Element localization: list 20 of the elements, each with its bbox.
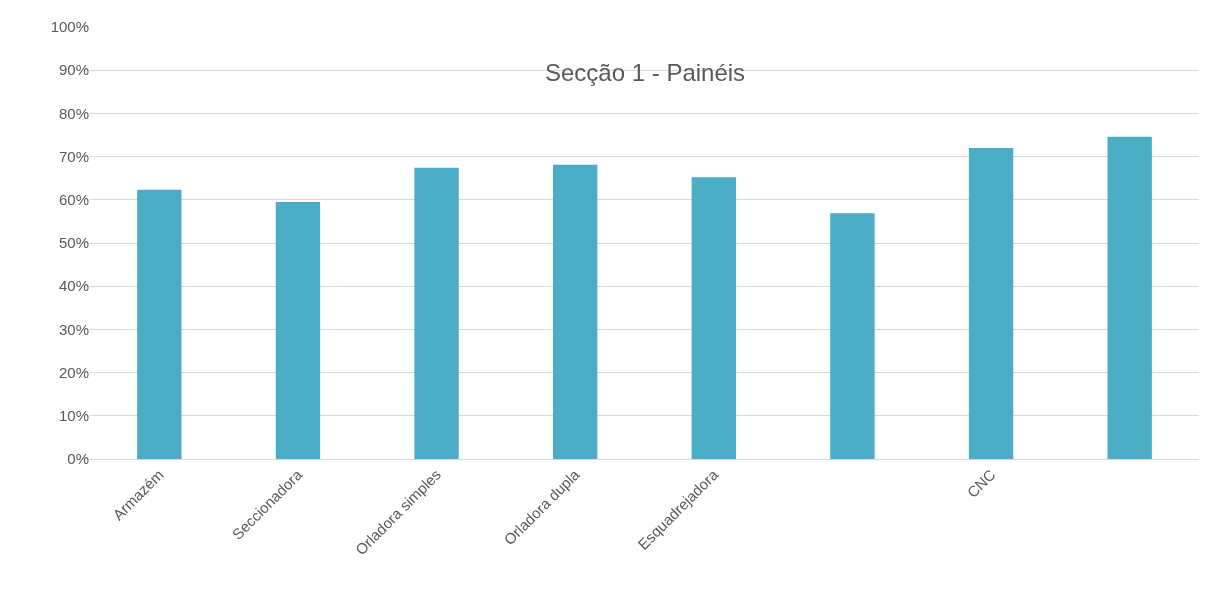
y-tick-label: 60%: [58, 191, 89, 209]
y-tick-label: 80%: [58, 104, 89, 122]
y-tick-label: 50%: [58, 234, 89, 252]
y-tick-label: 90%: [58, 61, 89, 79]
bar: [553, 164, 598, 459]
bar: [968, 147, 1014, 459]
bar: [691, 177, 736, 459]
bar: [137, 189, 182, 459]
y-tick-label: 100%: [50, 18, 89, 36]
y-tick-label: 0%: [67, 450, 89, 468]
y-tick-label: 20%: [58, 363, 89, 381]
y-tick-label: 30%: [58, 320, 89, 338]
bar: [830, 213, 875, 459]
y-tick-label: 10%: [58, 407, 89, 425]
text: Secção 1 - Painéis: [545, 59, 746, 86]
y-tick-label: 70%: [58, 147, 89, 165]
bar: [275, 201, 321, 459]
bar: [414, 167, 459, 459]
bar: [1107, 136, 1152, 459]
y-tick-label: 40%: [58, 277, 89, 295]
